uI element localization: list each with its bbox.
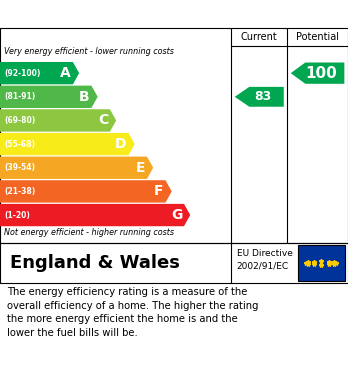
Text: (1-20): (1-20) [4, 210, 30, 220]
Text: B: B [79, 90, 90, 104]
Polygon shape [0, 86, 98, 108]
Text: 83: 83 [254, 90, 271, 103]
Polygon shape [0, 62, 79, 84]
Text: 100: 100 [305, 66, 337, 81]
Polygon shape [291, 63, 345, 84]
Text: A: A [61, 66, 71, 80]
Text: G: G [171, 208, 182, 222]
Polygon shape [235, 87, 284, 107]
Text: (21-38): (21-38) [4, 187, 35, 196]
Text: (69-80): (69-80) [4, 116, 35, 125]
Text: EU Directive
2002/91/EC: EU Directive 2002/91/EC [237, 249, 293, 270]
Text: F: F [154, 185, 164, 198]
Polygon shape [0, 109, 116, 132]
Polygon shape [0, 204, 190, 226]
Text: E: E [136, 161, 145, 175]
Text: Energy Efficiency Rating: Energy Efficiency Rating [9, 7, 200, 21]
Text: D: D [115, 137, 127, 151]
Text: (55-68): (55-68) [4, 140, 35, 149]
Text: The energy efficiency rating is a measure of the
overall efficiency of a home. T: The energy efficiency rating is a measur… [7, 287, 259, 338]
Text: Not energy efficient - higher running costs: Not energy efficient - higher running co… [4, 228, 174, 237]
Text: C: C [98, 113, 108, 127]
Polygon shape [0, 133, 135, 155]
Text: England & Wales: England & Wales [10, 254, 180, 272]
Polygon shape [0, 156, 153, 179]
Text: Current: Current [241, 32, 278, 42]
Text: (81-91): (81-91) [4, 92, 35, 101]
Text: Very energy efficient - lower running costs: Very energy efficient - lower running co… [4, 47, 174, 56]
Text: Potential: Potential [296, 32, 339, 42]
Text: (92-100): (92-100) [4, 69, 41, 78]
Polygon shape [0, 180, 172, 203]
Bar [298, 246, 345, 281]
Text: (39-54): (39-54) [4, 163, 35, 172]
